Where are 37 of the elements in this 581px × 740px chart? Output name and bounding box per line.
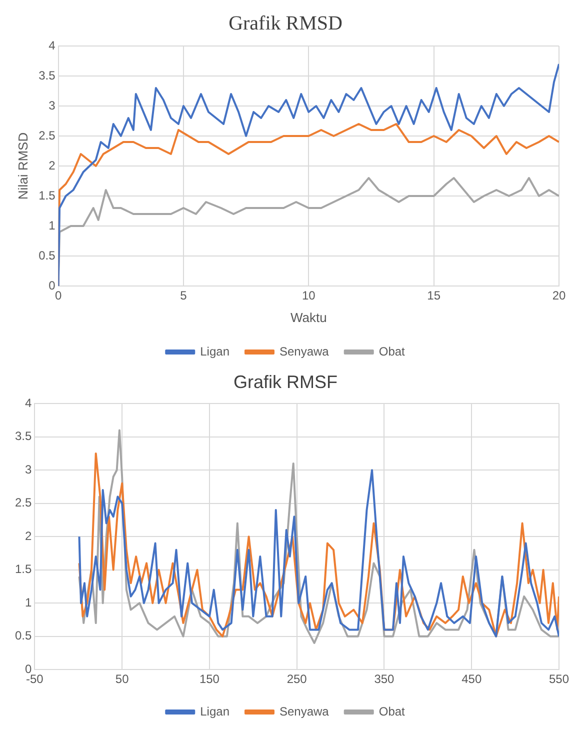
y-tick-label: 1 — [24, 595, 32, 610]
y-tick-label: 3 — [24, 462, 32, 476]
y-tick-label: 3.5 — [38, 68, 56, 82]
chart-title: Grafik RMSD — [228, 12, 342, 34]
x-tick-label: 350 — [374, 672, 395, 686]
y-tick-label: 2 — [24, 528, 32, 543]
x-tick-label: 50 — [115, 672, 130, 686]
legend-label: Obat — [378, 704, 406, 718]
y-tick-label: 3 — [48, 98, 56, 112]
y-tick-label: 0.5 — [38, 248, 56, 262]
x-tick-label: 150 — [199, 672, 220, 686]
y-tick-label: 1.5 — [38, 188, 56, 202]
x-tick-label: 450 — [462, 672, 482, 686]
x-tick-label: 20 — [552, 288, 566, 303]
y-tick-label: 0.5 — [14, 628, 32, 643]
legend-label: Ligan — [200, 344, 230, 358]
y-tick-label: 1.5 — [14, 562, 32, 576]
legend-label: Senyawa — [279, 344, 330, 358]
y-axis-title: Nilai RMSD — [15, 132, 30, 200]
x-tick-label: 5 — [180, 288, 188, 303]
chart-title: Grafik RMSF — [233, 372, 338, 392]
y-tick-label: 2.5 — [14, 496, 32, 510]
legend-label: Ligan — [200, 704, 230, 718]
y-tick-label: 2 — [48, 158, 56, 172]
x-tick-label: 250 — [286, 672, 308, 686]
x-tick-label: 10 — [302, 288, 316, 303]
x-axis-title: Waktu — [290, 310, 327, 325]
y-tick-label: 1 — [48, 218, 56, 232]
x-tick-label: 550 — [548, 672, 570, 686]
y-tick-label: 2.5 — [38, 128, 56, 142]
x-tick-label: 15 — [427, 288, 441, 303]
y-tick-label: 0 — [48, 278, 56, 292]
y-tick-label: 4 — [24, 396, 32, 410]
legend-label: Obat — [378, 344, 406, 358]
y-tick-label: 4 — [48, 38, 56, 52]
legend-label: Senyawa — [279, 704, 330, 718]
y-tick-label: 3.5 — [14, 429, 32, 444]
